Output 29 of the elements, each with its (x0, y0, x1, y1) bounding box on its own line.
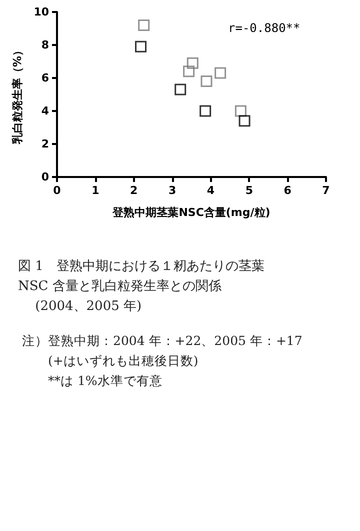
y-tick-label: 2 (41, 138, 49, 150)
x-tick-label: 7 (322, 184, 330, 197)
point (135, 40, 147, 52)
point (186, 57, 198, 69)
point (200, 105, 212, 117)
y-tick-label: 6 (41, 72, 50, 84)
point (234, 105, 246, 117)
text: 図 1 登熟中期における１籾あたりの茎葉 NSC 含量と乳白粒発生率との関係 (2004、2005 年) (18, 258, 266, 316)
x-tick-label: 0 (53, 184, 62, 197)
point (200, 76, 212, 88)
y-tick-label: 0 (41, 170, 50, 184)
point (183, 66, 195, 78)
x-tick-label: 2 (130, 184, 138, 197)
y-tick-label: 4 (41, 104, 50, 118)
text: 注）登熟中期：2004 年：+22、2005 年：+17 (+はいずれも出穂後日数) **は 1%水準で有意 (22, 332, 304, 390)
point (214, 67, 226, 79)
y-tick-label: 10 (34, 6, 50, 18)
x-tick-label: 4 (206, 184, 215, 197)
annotation: r=-0.880** (228, 21, 300, 35)
point (138, 19, 150, 31)
point (174, 84, 186, 96)
x-tick-label: 5 (245, 184, 253, 197)
x-tick-label: 6 (284, 184, 292, 197)
x-tick-label: 1 (92, 184, 100, 197)
x-tick-label: 3 (168, 184, 176, 197)
y-tick-label: 8 (41, 38, 49, 52)
x-axis-title: 登熟中期茎葉NSC含量(mg/粒) (112, 206, 270, 219)
y-axis-title: 乳白粒発生率（%） (10, 44, 24, 146)
point (238, 115, 250, 127)
